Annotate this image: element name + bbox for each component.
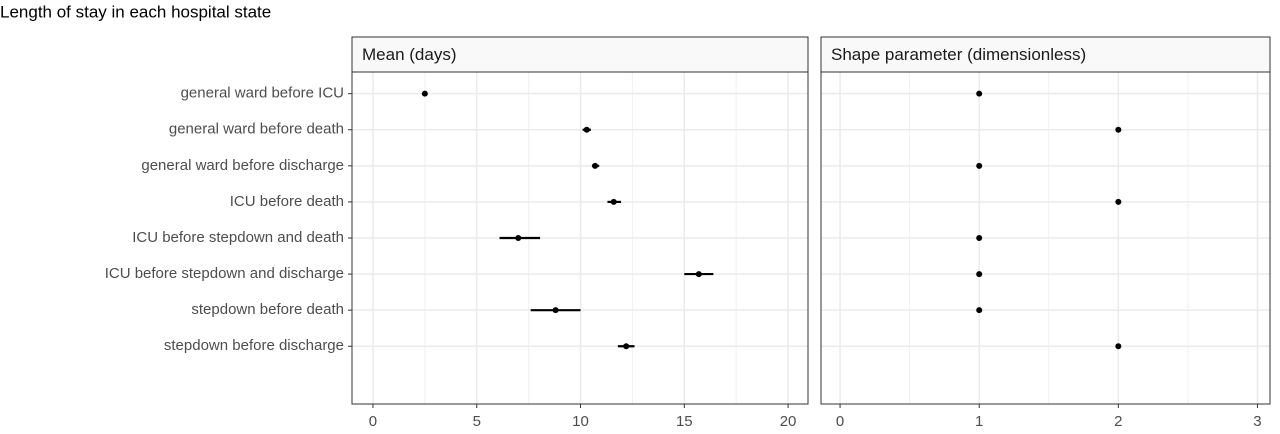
- strip-border: [820, 36, 1271, 73]
- point: [976, 271, 983, 278]
- y-tick-label: ICU before death: [230, 193, 344, 210]
- y-tick-label: stepdown before death: [191, 301, 344, 318]
- y-tick-label: general ward before death: [169, 121, 344, 138]
- point: [552, 307, 559, 314]
- x-tick-label: 1: [975, 413, 983, 430]
- x-tick-label: 10: [572, 413, 589, 430]
- point: [695, 271, 702, 278]
- y-tick-label: ICU before stepdown and death: [132, 229, 344, 246]
- point: [610, 198, 617, 205]
- x-tick-label: 3: [1253, 413, 1261, 430]
- chart-title: Length of stay in each hospital state: [0, 2, 271, 21]
- point: [1115, 343, 1122, 350]
- y-tick-label: general ward before ICU: [181, 85, 344, 102]
- strip-border: [351, 36, 809, 73]
- x-tick-label: 20: [780, 413, 797, 430]
- point: [976, 90, 983, 97]
- strip-background: [821, 37, 1270, 72]
- x-tick-label: 15: [676, 413, 693, 430]
- y-tick-label: stepdown before discharge: [164, 337, 344, 354]
- x-tick-label: 0: [369, 413, 377, 430]
- panel-title: Mean (days): [362, 45, 456, 64]
- point: [1115, 198, 1122, 205]
- point: [1115, 126, 1122, 133]
- x-tick-label: 2: [1114, 413, 1122, 430]
- y-tick-label: ICU before stepdown and discharge: [105, 265, 344, 282]
- point: [515, 235, 522, 241]
- y-tick-label: general ward before discharge: [141, 157, 344, 174]
- strip-background: [352, 37, 808, 72]
- point: [976, 235, 983, 241]
- point: [976, 307, 983, 314]
- point: [623, 343, 630, 350]
- x-tick-label: 5: [473, 413, 481, 430]
- point: [421, 90, 428, 97]
- point: [583, 126, 590, 133]
- point: [976, 162, 983, 169]
- panel-title: Shape parameter (dimensionless): [831, 45, 1086, 64]
- point: [592, 162, 599, 169]
- x-tick-label: 0: [836, 413, 844, 430]
